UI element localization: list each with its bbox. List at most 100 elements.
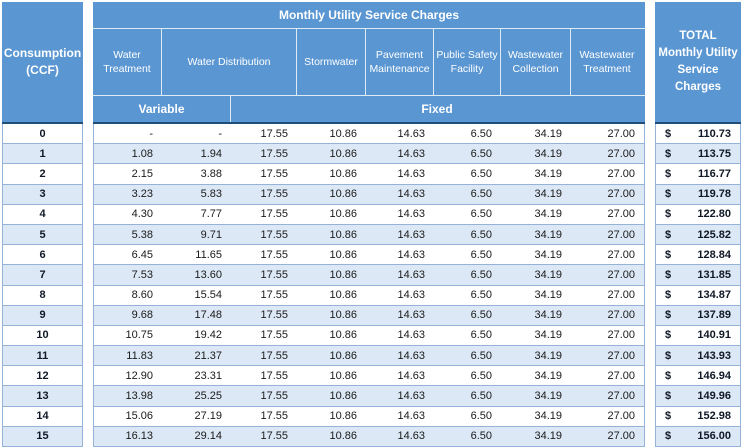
charge-cell: 27.00 xyxy=(607,228,635,241)
charge-cell: 17.55 xyxy=(260,309,288,322)
total-value: 125.82 xyxy=(697,228,731,241)
charge-cell: 10.86 xyxy=(329,188,357,201)
charge-cell: 27.00 xyxy=(607,309,635,322)
currency-symbol: $ xyxy=(665,208,672,221)
table-title: Monthly Utility Service Charges xyxy=(278,8,460,22)
charge-cell: 10.86 xyxy=(329,349,357,362)
total-value: 113.75 xyxy=(697,147,731,160)
charge-cell: 3.23 xyxy=(131,188,153,201)
column-header-wastewater-collection: Wastewater Collection xyxy=(500,29,570,95)
total-value: 156.00 xyxy=(697,430,731,443)
charge-cell: 13.98 xyxy=(125,390,153,403)
currency-symbol: $ xyxy=(665,349,672,362)
charge-cell: 27.00 xyxy=(607,147,635,160)
charges-row: 1.08 1.94 17.55 10.86 14.63 6.50 34.19 27.00 xyxy=(94,144,644,165)
charges-row: 12.90 23.31 17.55 10.86 14.63 6.50 34.19 27.00 xyxy=(94,366,644,387)
total-cell: $119.78 xyxy=(656,184,740,205)
charge-cell: - xyxy=(149,127,153,140)
consumption-header: Consumption (CCF) xyxy=(2,2,83,122)
charge-cell: 10.86 xyxy=(329,410,357,423)
total-cell: $146.94 xyxy=(656,366,740,387)
charge-cell: 6.50 xyxy=(470,289,492,302)
charge-cell: 27.00 xyxy=(607,410,635,423)
charge-cell: 27.00 xyxy=(607,248,635,261)
charge-cell: 2.15 xyxy=(131,167,153,180)
charge-cell: 10.86 xyxy=(329,369,357,382)
consumption-cell: 7 xyxy=(3,265,82,286)
column-header-wastewater-treatment: Wastewater Treatment xyxy=(570,29,643,95)
total-value: 146.94 xyxy=(697,369,731,382)
charge-cell: 17.55 xyxy=(260,268,288,281)
charge-cell: 17.55 xyxy=(260,248,288,261)
column-header-pavement-maintenance: Pavement Maintenance xyxy=(365,29,433,95)
currency-symbol: $ xyxy=(665,390,672,403)
charge-cell: 10.86 xyxy=(329,208,357,221)
charge-cell: 27.00 xyxy=(607,268,635,281)
total-cell: $122.80 xyxy=(656,204,740,225)
consumption-cell: 2 xyxy=(3,164,82,185)
charge-cell: 6.50 xyxy=(470,188,492,201)
total-value: 140.91 xyxy=(697,329,731,342)
consumption-cell: 6 xyxy=(3,245,82,266)
charge-cell: 6.50 xyxy=(470,430,492,443)
charge-cell: 6.50 xyxy=(470,369,492,382)
charge-cell: 6.50 xyxy=(470,147,492,160)
charge-cell: 6.50 xyxy=(470,248,492,261)
charge-cell: 14.63 xyxy=(397,147,425,160)
total-cell: $137.89 xyxy=(656,305,740,326)
charge-cell: 10.86 xyxy=(329,329,357,342)
charge-cell: 10.86 xyxy=(329,289,357,302)
charge-cell: 11.65 xyxy=(195,248,222,261)
currency-symbol: $ xyxy=(665,289,672,302)
column-header-water-treatment: Water Treatment xyxy=(103,48,151,75)
charge-cell: 1.08 xyxy=(131,147,153,160)
charge-cell: 10.86 xyxy=(329,127,357,140)
total-value: 131.85 xyxy=(697,268,731,281)
currency-symbol: $ xyxy=(665,188,672,201)
charge-cell: 11.83 xyxy=(126,349,153,362)
charge-cell: 6.50 xyxy=(470,268,492,281)
charge-cell: 4.30 xyxy=(131,208,153,221)
charge-cell: - xyxy=(218,127,222,140)
header-divider xyxy=(93,122,645,124)
charge-cell: 27.00 xyxy=(607,329,635,342)
charge-cell: 3.88 xyxy=(200,167,222,180)
charge-cell: 14.63 xyxy=(397,309,425,322)
charges-row: 11.83 21.37 17.55 10.86 14.63 6.50 34.19 27.00 xyxy=(94,346,644,367)
charge-cell: 17.55 xyxy=(260,329,288,342)
total-cell: $116.77 xyxy=(656,164,740,185)
consumption-column: Consumption (CCF) 0 1 2 3 4 5 6 7 8 9 10 11 12 13 14 15 xyxy=(2,2,83,447)
charges-row: 13.98 25.25 17.55 10.86 14.63 6.50 34.19 27.00 xyxy=(94,386,644,407)
consumption-cell: 13 xyxy=(3,386,82,407)
charge-cell: 27.00 xyxy=(607,369,635,382)
charges-values: - -17.55 10.86 14.63 6.50 34.19 27.00 1.08 1.94 1… xyxy=(93,124,645,447)
charge-cell: 25.25 xyxy=(194,390,222,403)
currency-symbol: $ xyxy=(665,268,672,281)
charge-cell: 6.50 xyxy=(470,228,492,241)
charge-cell: 16.13 xyxy=(125,430,153,443)
charge-cell: 34.19 xyxy=(534,390,562,403)
charge-cell: 14.63 xyxy=(397,248,425,261)
charge-cell: 21.37 xyxy=(194,349,222,362)
charges-table: Monthly Utility Service Charges Water Tr… xyxy=(93,2,645,447)
consumption-cell: 14 xyxy=(3,406,82,427)
currency-symbol: $ xyxy=(665,410,672,423)
charge-cell: 17.55 xyxy=(260,228,288,241)
total-values: $110.73 $113.75 $116.77 $119.78 $122.80 $125.… xyxy=(655,124,741,447)
charge-cell: 34.19 xyxy=(534,410,562,423)
consumption-cell: 10 xyxy=(3,325,82,347)
column-headers-row: Water Treatment Water Distribution Storm… xyxy=(93,28,645,95)
header-divider xyxy=(655,122,741,124)
charges-row: 2.15 3.88 17.55 10.86 14.63 6.50 34.19 27.00 xyxy=(94,164,644,185)
total-cell: $140.91 xyxy=(656,325,740,347)
consumption-cell: 1 xyxy=(3,144,82,165)
charge-cell: 17.55 xyxy=(260,208,288,221)
total-cell: $152.98 xyxy=(656,406,740,427)
charges-header-block: Monthly Utility Service Charges Water Tr… xyxy=(93,2,645,122)
consumption-cell: 12 xyxy=(3,366,82,387)
total-value: 149.96 xyxy=(697,390,731,403)
currency-symbol: $ xyxy=(665,147,672,160)
charge-cell: 17.55 xyxy=(260,430,288,443)
column-header-public-safety-facility: Public Safety Facility xyxy=(433,29,500,95)
